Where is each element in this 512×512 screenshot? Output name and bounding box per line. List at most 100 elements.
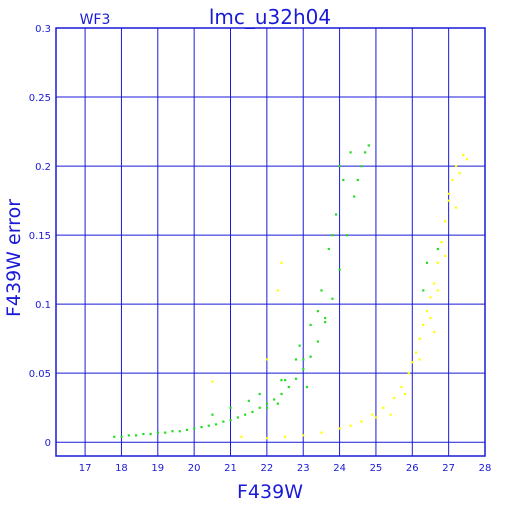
yellow-data-point — [349, 424, 352, 427]
green-data-point — [258, 406, 261, 409]
y-tick-label: 0.25 — [29, 93, 51, 104]
yellow-data-point — [433, 282, 436, 285]
green-data-point — [280, 392, 283, 396]
y-axis-label: F439W error — [3, 199, 25, 317]
tick-labels: 17 18 19 20 21 22 23 24 25 26 27 28 0 0.05 0.1 0.15 0.2 0… — [29, 24, 492, 474]
yellow-data-point — [433, 330, 436, 333]
yellow-data-point — [425, 310, 429, 313]
green-data-point — [211, 413, 214, 416]
green-data-point — [280, 379, 283, 382]
green-data-point — [229, 419, 232, 422]
x-tick-label: 20 — [188, 463, 201, 474]
green-data-point — [345, 234, 349, 237]
green-data-point — [327, 247, 330, 251]
x-tick-label: 22 — [260, 463, 273, 474]
x-tick-label: 28 — [479, 463, 492, 474]
green-data-point — [425, 261, 429, 264]
yellow-data-point — [451, 178, 454, 182]
yellow-data-point — [374, 416, 378, 419]
data-points — [113, 144, 469, 440]
green-data-point — [353, 195, 356, 198]
yellow-data-point — [447, 199, 450, 202]
yellow-data-point — [320, 431, 323, 434]
green-data-point — [247, 399, 250, 402]
green-data-point — [349, 151, 352, 154]
plot-frame — [55, 27, 486, 457]
green-data-point — [324, 316, 327, 320]
grid-lines — [56, 27, 486, 456]
green-data-point — [178, 430, 181, 433]
x-tick-label: 25 — [370, 463, 383, 474]
green-data-point — [305, 385, 309, 389]
green-data-point — [338, 165, 341, 168]
green-data-point — [298, 344, 301, 347]
green-data-point — [142, 432, 145, 436]
green-data-point — [134, 434, 138, 437]
green-data-point — [273, 398, 276, 401]
yellow-data-point — [211, 380, 214, 383]
yellow-data-point — [444, 220, 447, 223]
green-data-point — [331, 234, 334, 237]
green-data-point — [294, 358, 298, 361]
green-data-point — [309, 355, 312, 358]
yellow-data-point — [360, 420, 363, 423]
green-data-point — [207, 424, 210, 427]
yellow-data-point — [414, 351, 418, 354]
yellow-data-point — [240, 435, 243, 438]
green-data-point — [324, 321, 327, 324]
y-tick-label: 0 — [45, 438, 51, 449]
yellow-data-point — [302, 434, 305, 437]
green-data-point — [193, 427, 196, 430]
x-tick-label: 19 — [151, 463, 164, 474]
yellow-data-point — [418, 358, 421, 361]
y-tick-label: 0.2 — [35, 162, 51, 173]
yellow-data-point — [454, 165, 458, 168]
green-data-point — [436, 247, 439, 251]
x-tick-label: 23 — [297, 463, 310, 474]
green-data-point — [287, 385, 290, 389]
yellow-data-point — [418, 337, 421, 340]
green-data-point — [284, 379, 287, 382]
chart-title: lmc_u32h04 — [209, 5, 331, 29]
green-data-point — [236, 416, 239, 419]
yellow-data-point — [265, 437, 269, 440]
y-tick-label: 0.1 — [35, 300, 51, 311]
subtitle: WF3 — [80, 12, 111, 28]
green-data-point — [149, 432, 152, 436]
yellow-data-point — [284, 435, 287, 438]
green-data-point — [302, 358, 305, 361]
green-data-point — [316, 310, 319, 313]
yellow-data-point — [462, 154, 465, 157]
green-data-point — [356, 178, 359, 182]
yellow-data-point — [280, 261, 283, 264]
green-data-point — [244, 413, 247, 416]
green-data-point — [276, 402, 279, 405]
yellow-data-point — [393, 397, 396, 400]
yellow-data-point — [389, 413, 392, 416]
yellow-data-point — [458, 171, 461, 175]
green-data-point — [302, 368, 305, 371]
green-data-point — [156, 431, 159, 434]
green-data-point — [338, 268, 341, 271]
green-data-point — [265, 402, 269, 405]
x-tick-label: 24 — [333, 463, 346, 474]
green-data-point — [258, 392, 261, 396]
y-tick-label: 0.05 — [29, 369, 51, 380]
yellow-data-point — [407, 372, 410, 375]
yellow-data-point — [371, 413, 374, 416]
green-data-point — [171, 430, 174, 433]
green-data-point — [316, 340, 319, 343]
green-data-point — [185, 428, 189, 431]
x-axis-label: F439W — [237, 481, 303, 503]
x-tick-label: 27 — [442, 463, 455, 474]
yellow-data-point — [400, 385, 403, 389]
green-data-point — [294, 377, 298, 380]
yellow-data-point — [447, 192, 450, 195]
yellow-data-point — [429, 296, 432, 299]
yellow-data-point — [444, 254, 447, 258]
yellow-data-point — [454, 206, 458, 209]
x-tick-label: 21 — [224, 463, 237, 474]
yellow-data-point — [436, 261, 439, 264]
x-tick-label: 18 — [115, 463, 128, 474]
green-data-point — [229, 406, 232, 409]
